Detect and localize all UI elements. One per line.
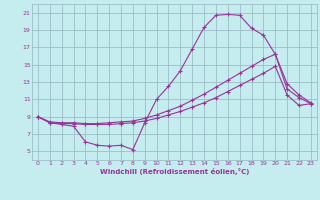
X-axis label: Windchill (Refroidissement éolien,°C): Windchill (Refroidissement éolien,°C) [100, 168, 249, 175]
